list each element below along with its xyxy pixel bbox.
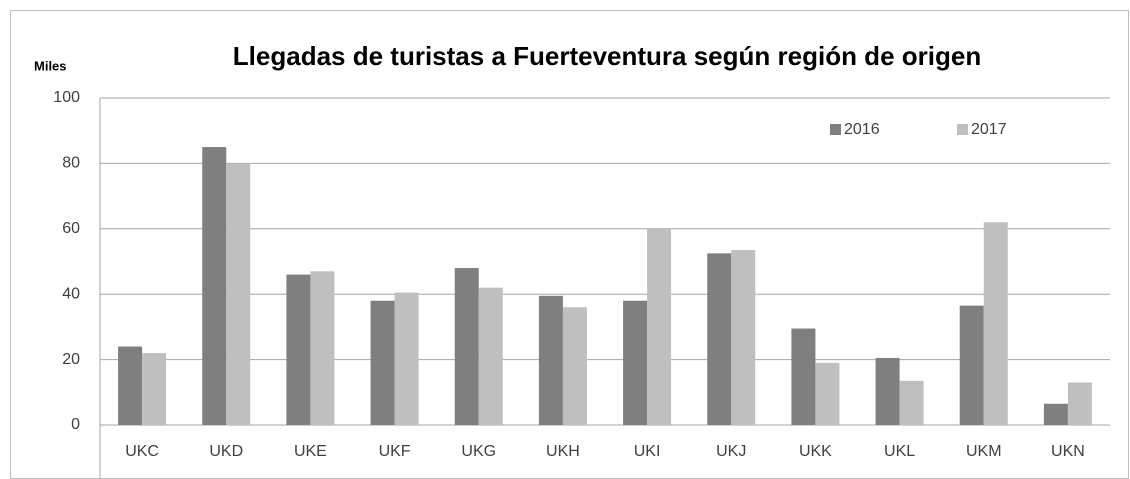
y-tick-label: 60 [62, 220, 80, 237]
bar [1043, 403, 1068, 425]
y-tick-label: 100 [53, 89, 80, 106]
bar [370, 300, 395, 425]
x-tick-label: UKK [799, 443, 832, 460]
legend-label: 2017 [971, 121, 1007, 138]
bar [286, 274, 311, 425]
bar [538, 295, 563, 425]
y-tick-label: 0 [71, 416, 80, 433]
legend-swatch [830, 124, 841, 135]
bar [791, 328, 816, 425]
bar [815, 362, 840, 425]
bar [394, 292, 419, 425]
x-tick-label: UKM [966, 443, 1002, 460]
x-tick-label: UKJ [716, 443, 746, 460]
x-tick-label: UKN [1051, 443, 1085, 460]
x-tick-label: UKE [294, 443, 327, 460]
bar [983, 222, 1008, 425]
bar [478, 287, 503, 425]
bar [310, 271, 335, 425]
y-tick-label: 80 [62, 155, 80, 172]
bar [226, 163, 251, 425]
legend-swatch [957, 124, 968, 135]
bar [623, 300, 648, 425]
x-tick-label: UKH [546, 443, 580, 460]
bar [562, 307, 587, 425]
bar [899, 380, 924, 425]
legend-label: 2016 [844, 121, 880, 138]
bar [959, 305, 984, 425]
bar [875, 357, 900, 425]
bar [1067, 382, 1092, 425]
y-tick-label: 20 [62, 351, 80, 368]
bar [707, 253, 732, 425]
y-tick-label: 40 [62, 285, 80, 302]
chart-title: Llegadas de turistas a Fuerteventura seg… [233, 41, 981, 71]
bar [118, 346, 143, 425]
x-tick-label: UKI [634, 443, 661, 460]
y-axis-label: Miles [34, 58, 67, 73]
bar [647, 228, 672, 425]
bar [202, 147, 227, 426]
x-tick-label: UKG [461, 443, 496, 460]
bar [731, 250, 756, 425]
bar [142, 353, 167, 425]
bar [454, 268, 479, 425]
x-tick-label: UKD [209, 443, 243, 460]
x-tick-label: UKF [379, 443, 411, 460]
x-tick-label: UKC [125, 443, 159, 460]
x-tick-label: UKL [884, 443, 915, 460]
